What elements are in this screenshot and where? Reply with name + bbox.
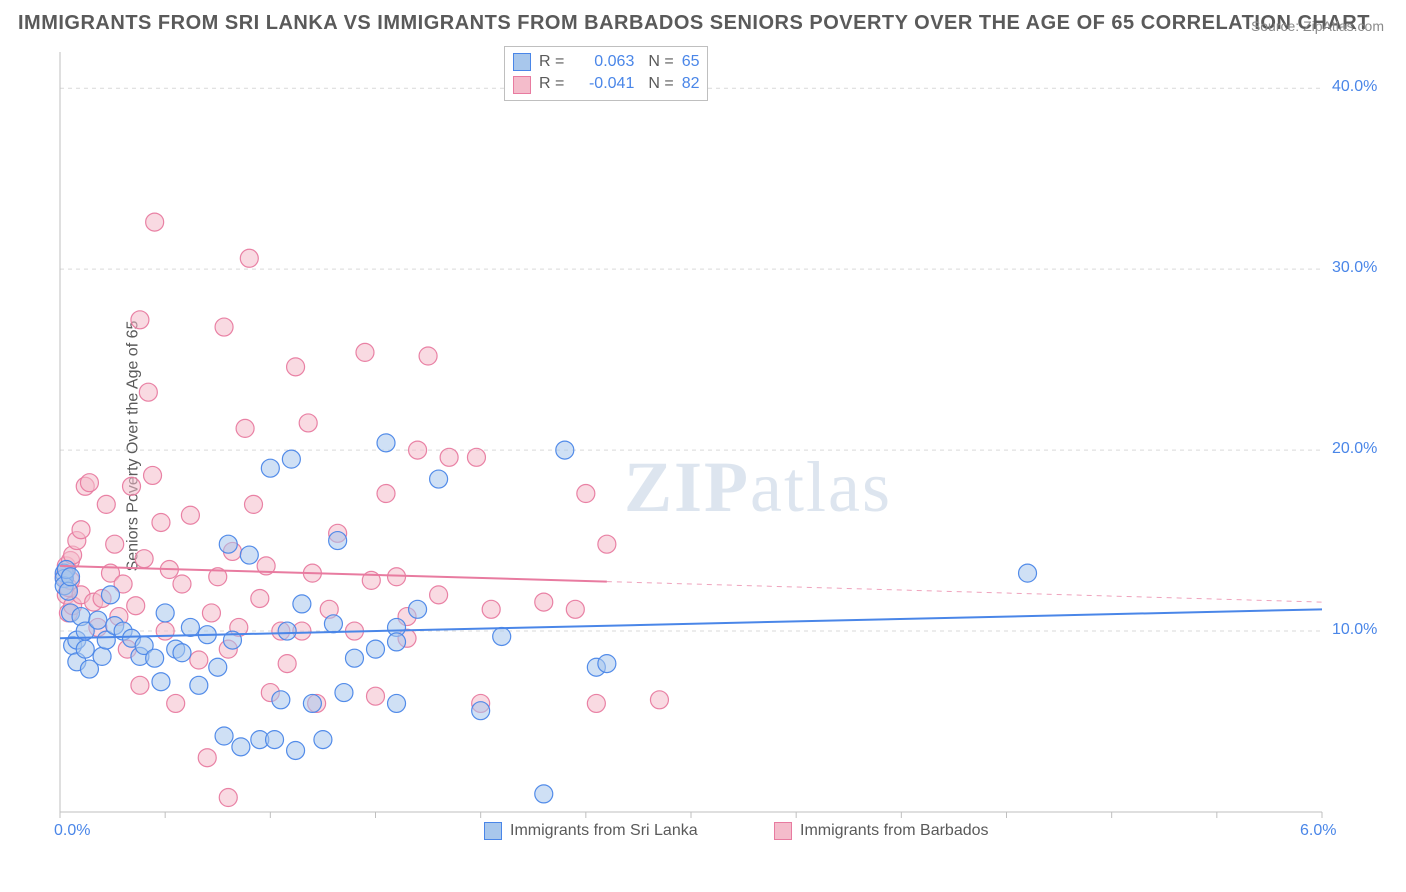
legend-label: Immigrants from Sri Lanka — [510, 822, 698, 840]
stats-row: R = -0.041 N = 82 — [513, 73, 699, 95]
y-tick-label: 20.0% — [1332, 440, 1377, 458]
y-tick-label: 30.0% — [1332, 259, 1377, 277]
correlation-stats-box: R = 0.063 N = 65 R = -0.041 N = 82 — [504, 46, 708, 101]
r-label: R = — [539, 73, 564, 95]
y-tick-label: 10.0% — [1332, 621, 1377, 639]
legend-label: Immigrants from Barbados — [800, 822, 989, 840]
n-value: 65 — [682, 51, 700, 73]
x-tick-label: 0.0% — [54, 822, 90, 840]
chart-title: IMMIGRANTS FROM SRI LANKA VS IMMIGRANTS … — [18, 12, 1370, 35]
n-label: N = — [648, 51, 673, 73]
source-label: Source: ZipAtlas.com — [1251, 18, 1384, 34]
series-swatch — [513, 53, 531, 71]
n-label: N = — [648, 73, 673, 95]
legend-swatch — [484, 822, 502, 840]
legend-item: Immigrants from Barbados — [774, 822, 989, 840]
series-swatch — [513, 76, 531, 94]
r-value: 0.063 — [572, 51, 634, 73]
stats-row: R = 0.063 N = 65 — [513, 51, 699, 73]
r-value: -0.041 — [572, 73, 634, 95]
legend-item: Immigrants from Sri Lanka — [484, 822, 698, 840]
y-tick-label: 40.0% — [1332, 78, 1377, 96]
scatter-plot: ZIPatlas R =0.063N =65R =-0.041N =82 Imm… — [54, 46, 1384, 846]
plot-svg — [54, 46, 1384, 846]
n-value: 82 — [682, 73, 700, 95]
x-tick-label: 6.0% — [1300, 822, 1336, 840]
legend-swatch — [774, 822, 792, 840]
r-label: R = — [539, 51, 564, 73]
